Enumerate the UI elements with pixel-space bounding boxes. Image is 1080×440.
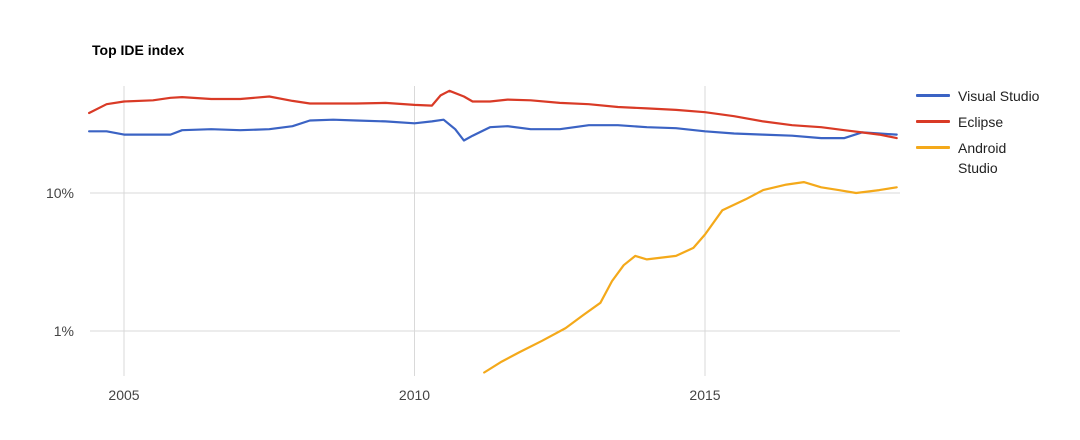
legend-item-android-studio[interactable]: Android Studio xyxy=(916,138,1066,178)
legend-label: Visual Studio xyxy=(958,88,1040,104)
x-axis-tick-labels: 2005 2010 2015 xyxy=(108,387,720,403)
series-lines xyxy=(87,89,898,374)
series-line-visual-studio[interactable] xyxy=(87,118,898,142)
legend-label: Eclipse xyxy=(958,114,1004,130)
x-tick-label: 2005 xyxy=(108,387,139,403)
x-tick-label: 2010 xyxy=(399,387,430,403)
legend: Visual Studio Eclipse Android Studio xyxy=(916,86,1066,184)
series-line-android-studio[interactable] xyxy=(483,181,898,374)
y-axis-tick-labels: 1% 10% xyxy=(46,185,74,339)
y-tick-label: 10% xyxy=(46,185,74,201)
series-line-eclipse[interactable] xyxy=(87,89,898,140)
legend-swatch-visual-studio xyxy=(916,94,950,97)
x-tick-label: 2015 xyxy=(689,387,720,403)
legend-swatch-eclipse xyxy=(916,120,950,123)
legend-swatch-android-studio xyxy=(916,146,950,149)
y-tick-label: 1% xyxy=(54,323,74,339)
legend-item-visual-studio[interactable]: Visual Studio xyxy=(916,86,1066,106)
gridlines xyxy=(90,86,900,376)
chart-title: Top IDE index xyxy=(92,42,185,58)
legend-item-eclipse[interactable]: Eclipse xyxy=(916,112,1066,132)
legend-label: Android Studio xyxy=(958,140,1007,176)
